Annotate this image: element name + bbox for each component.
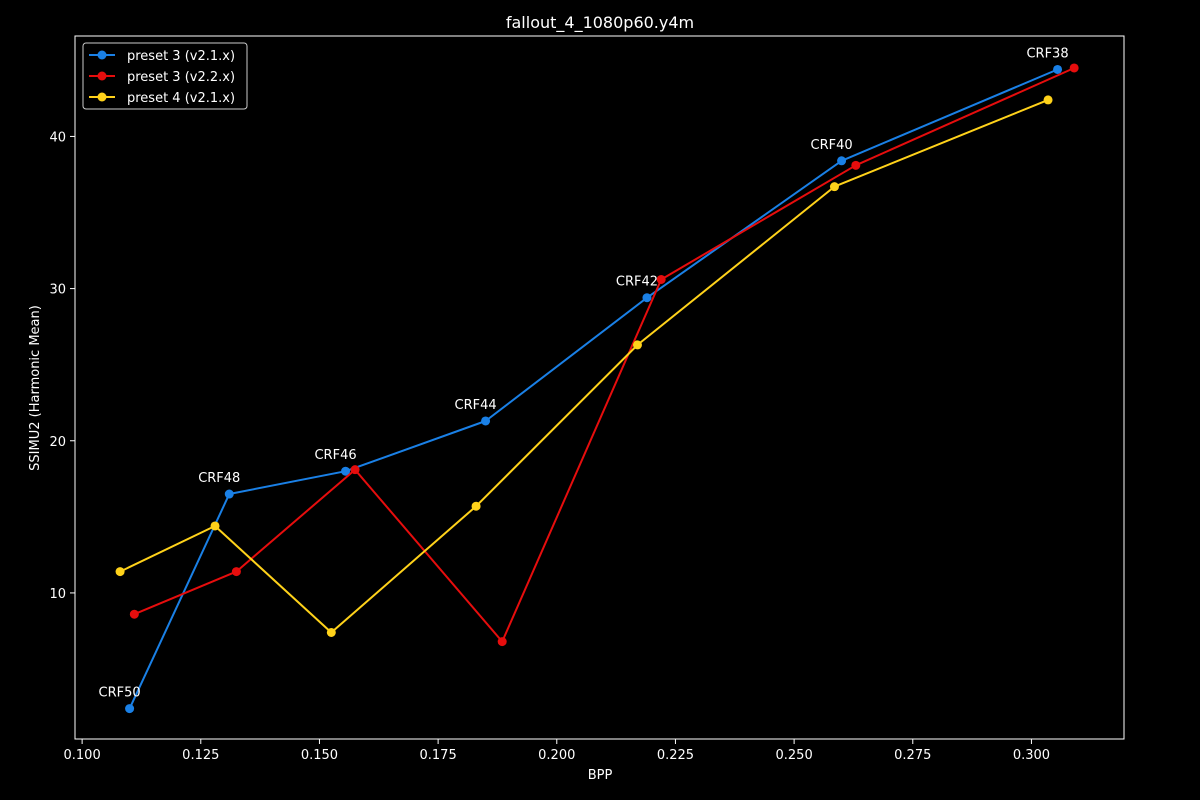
x-tick-label: 0.300 <box>1013 748 1050 763</box>
x-tick-label: 0.100 <box>64 748 101 763</box>
x-tick-label: 0.200 <box>538 748 575 763</box>
x-tick-label: 0.150 <box>301 748 338 763</box>
data-point <box>1053 64 1063 74</box>
legend-label: preset 4 (v2.1.x) <box>127 91 235 106</box>
data-point <box>350 465 360 475</box>
y-axis: 10 20 30 40 <box>49 130 75 602</box>
crf-annotation: CRF48 <box>198 471 240 486</box>
data-point <box>656 274 666 284</box>
legend-marker <box>97 50 107 60</box>
series-1 <box>125 64 1063 714</box>
y-axis-label: SSIMU2 (Harmonic Mean) <box>28 305 43 471</box>
y-tick-label: 20 <box>49 435 66 450</box>
crf-annotation: CRF42 <box>616 275 658 290</box>
data-point <box>1043 95 1053 105</box>
chart-title: fallout_4_1080p60.y4m <box>506 13 694 33</box>
crf-annotation: CRF40 <box>811 138 853 153</box>
data-point <box>481 416 491 426</box>
data-point <box>829 182 839 192</box>
legend: preset 3 (v2.1.x) preset 3 (v2.2.x) preset… <box>82 42 248 110</box>
annotations: CRF50 CRF48 CRF46 CRF44 CRF42 CRF40 CRF38 <box>99 46 1069 700</box>
data-point <box>210 521 220 531</box>
data-point <box>115 567 125 577</box>
y-tick-label: 30 <box>49 283 66 298</box>
data-point <box>471 501 481 511</box>
legend-box <box>82 42 248 110</box>
y-tick-label: 40 <box>49 130 66 145</box>
data-point <box>125 704 135 714</box>
series-layer <box>115 63 1079 714</box>
x-tick-label: 0.275 <box>894 748 931 763</box>
crf-annotation: CRF44 <box>455 398 497 413</box>
legend-marker <box>97 71 107 81</box>
series-2 <box>129 63 1079 647</box>
data-point <box>341 466 351 476</box>
x-tick-label: 0.225 <box>657 748 694 763</box>
data-point <box>632 340 642 350</box>
legend-label: preset 3 (v2.1.x) <box>127 49 235 64</box>
data-point <box>231 567 241 577</box>
series-3 <box>115 95 1053 637</box>
x-axis: 0.100 0.125 0.150 0.175 0.200 0.225 0.250 0.275… <box>64 739 1050 763</box>
data-point <box>837 156 847 166</box>
x-tick-label: 0.250 <box>776 748 813 763</box>
crf-annotation: CRF46 <box>314 448 356 463</box>
legend-marker <box>97 92 107 102</box>
x-axis-label: BPP <box>588 768 613 783</box>
legend-label: preset 3 (v2.2.x) <box>127 70 235 85</box>
data-point <box>642 293 652 303</box>
data-point <box>851 160 861 170</box>
data-point <box>224 489 234 499</box>
data-point <box>497 637 507 647</box>
crf-annotation: CRF38 <box>1026 46 1068 61</box>
y-tick-label: 10 <box>49 587 66 602</box>
crf-annotation: CRF50 <box>99 686 141 701</box>
data-point <box>1069 63 1079 73</box>
x-tick-label: 0.175 <box>420 748 457 763</box>
x-tick-label: 0.125 <box>182 748 219 763</box>
plot-frame <box>74 35 1125 740</box>
data-point <box>326 627 336 637</box>
data-point <box>129 609 139 619</box>
